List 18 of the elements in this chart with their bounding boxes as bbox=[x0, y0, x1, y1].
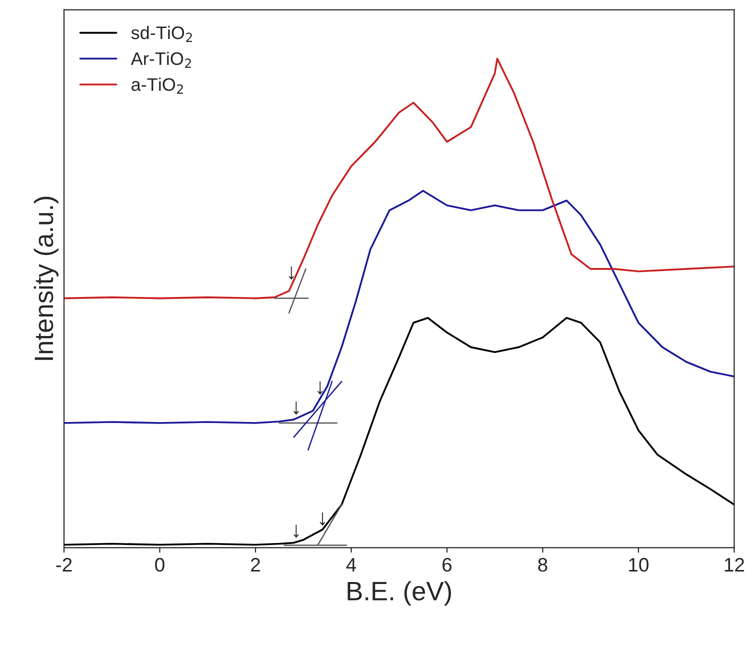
legend-label: sd-TiO$_{2}$ bbox=[131, 26, 192, 42]
x-tick-label: 4 bbox=[346, 558, 356, 572]
y-axis-title: Intensity (a.u.) bbox=[34, 196, 58, 360]
x-tick-label: 0 bbox=[155, 558, 164, 572]
annotation: ↓ bbox=[294, 401, 299, 415]
x-tick-label: 6 bbox=[442, 558, 452, 572]
x-tick-label: 2 bbox=[251, 558, 260, 572]
annotation: ↓ bbox=[294, 524, 299, 538]
x-tick-label: -2 bbox=[56, 558, 72, 572]
x-axis-title: B.E. (eV) bbox=[348, 581, 451, 606]
x-tick-label: 8 bbox=[538, 558, 548, 572]
legend-label: a-TiO$_{2}$ bbox=[132, 78, 183, 94]
annotation: ↓ bbox=[288, 266, 294, 280]
legend-label: Ar-TiO$_{2}$ bbox=[130, 52, 191, 68]
annotation: ↓ bbox=[318, 381, 323, 395]
annotation: ↓ bbox=[320, 512, 326, 526]
x-tick-label: 10 bbox=[629, 558, 648, 572]
x-tick-label: 12 bbox=[724, 558, 744, 572]
